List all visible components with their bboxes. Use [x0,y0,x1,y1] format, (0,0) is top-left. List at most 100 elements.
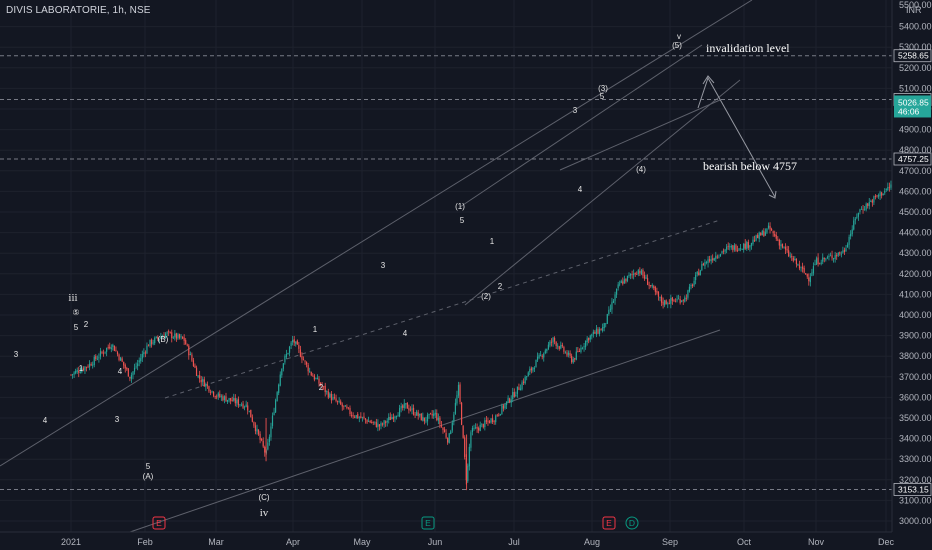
candle-body [814,264,816,266]
candle-body [690,284,692,287]
candle-body [602,327,604,331]
candle-body [143,352,145,355]
candle-body [357,414,359,419]
candle-body [284,356,286,363]
candle-body [93,356,95,365]
candle-body [825,258,827,260]
candle-body [845,248,847,252]
time-axis[interactable]: 2021 Feb Mar Apr May Jun Jul Aug Sep Oct Nov Dec [0,531,894,550]
candle-body [304,360,306,362]
annotation-text: invalidation level [706,41,790,55]
candle-body [157,337,159,339]
candle-body [364,418,367,420]
candle-body [406,402,408,409]
candle-body [197,375,199,377]
wave-label: 3 [573,106,578,115]
price-tick-label: 5300.00 [899,42,932,52]
candle-body [603,322,605,329]
candle-body [772,231,774,234]
wave-label: 4 [43,416,48,425]
time-tick-label: Mar [208,537,224,547]
candle-body [419,413,421,416]
candle-body [113,345,115,351]
candle-body [732,245,734,251]
earnings-marker [152,516,166,530]
price-tick-label: 3400.00 [899,434,932,444]
candle-body [439,417,441,425]
candle-body [450,431,452,434]
candle-body [371,422,373,423]
candle-body [319,382,322,386]
candle-body [518,387,520,390]
candle-body [681,300,683,302]
candle-body [738,248,740,251]
candle-body [552,337,554,343]
price-tick-label: 4100.00 [899,289,932,299]
candle-body [298,345,300,349]
candle-body [335,398,337,401]
candle-body [750,243,753,246]
candle-body [448,433,450,443]
candle-body [256,428,258,432]
candle-body [523,381,525,383]
candle-body [639,270,641,274]
candle-body [233,398,235,401]
countdown-text: 46:06 [898,106,920,116]
candle-body [164,333,167,338]
candle-body [89,363,91,368]
candle-body [118,354,120,360]
candle-body [611,302,613,310]
candle-body [73,372,75,375]
candle-body [434,412,436,415]
currency-label: INR [906,5,922,15]
candle-body [295,341,297,344]
candle-body [777,239,779,241]
candle-body [792,257,794,261]
candle-body [843,249,846,253]
candle-body [786,249,788,251]
candle-body [589,335,591,340]
candle-body [135,366,137,368]
candle-body [445,432,447,438]
candle-body [581,348,584,349]
candle-body [547,344,549,350]
candle-body [492,418,494,423]
candle-body [160,336,162,339]
price-axis[interactable]: 3000.00 3100.00 3200.00 3300.00 3400.00 3500.… [891,0,932,550]
candle-body [533,368,536,369]
candle-body [850,233,852,237]
candle-body [151,339,153,345]
candle-body [764,232,766,236]
candle-body [104,351,106,353]
candle-body [292,340,294,343]
time-tick-label: Sep [662,537,678,547]
candle-body [490,418,492,423]
level-tag-text: 5258.65 [898,51,929,61]
candle-body [678,298,680,300]
candle-body [473,428,475,430]
candle-body [846,244,849,248]
candle-body [606,314,608,324]
candle-body [306,362,308,365]
candle-body [496,414,498,416]
level-tag-text: 3153.15 [898,484,929,494]
candle-body [488,421,491,424]
candle-body [211,391,213,392]
candle-body [806,274,808,277]
arrow-head-up [702,75,715,85]
candle-body [713,258,715,261]
dividend-marker [625,516,639,530]
candle-body [566,352,568,356]
candle-body [208,386,210,392]
candle-body [828,256,830,257]
candle-body [586,338,588,342]
candle-body [575,351,577,360]
wave-label: 4 [118,367,123,376]
candle-body [102,352,105,354]
candle-body [423,417,425,422]
candle-body [177,334,179,339]
candle-body [443,429,446,433]
candle-body [132,371,134,376]
